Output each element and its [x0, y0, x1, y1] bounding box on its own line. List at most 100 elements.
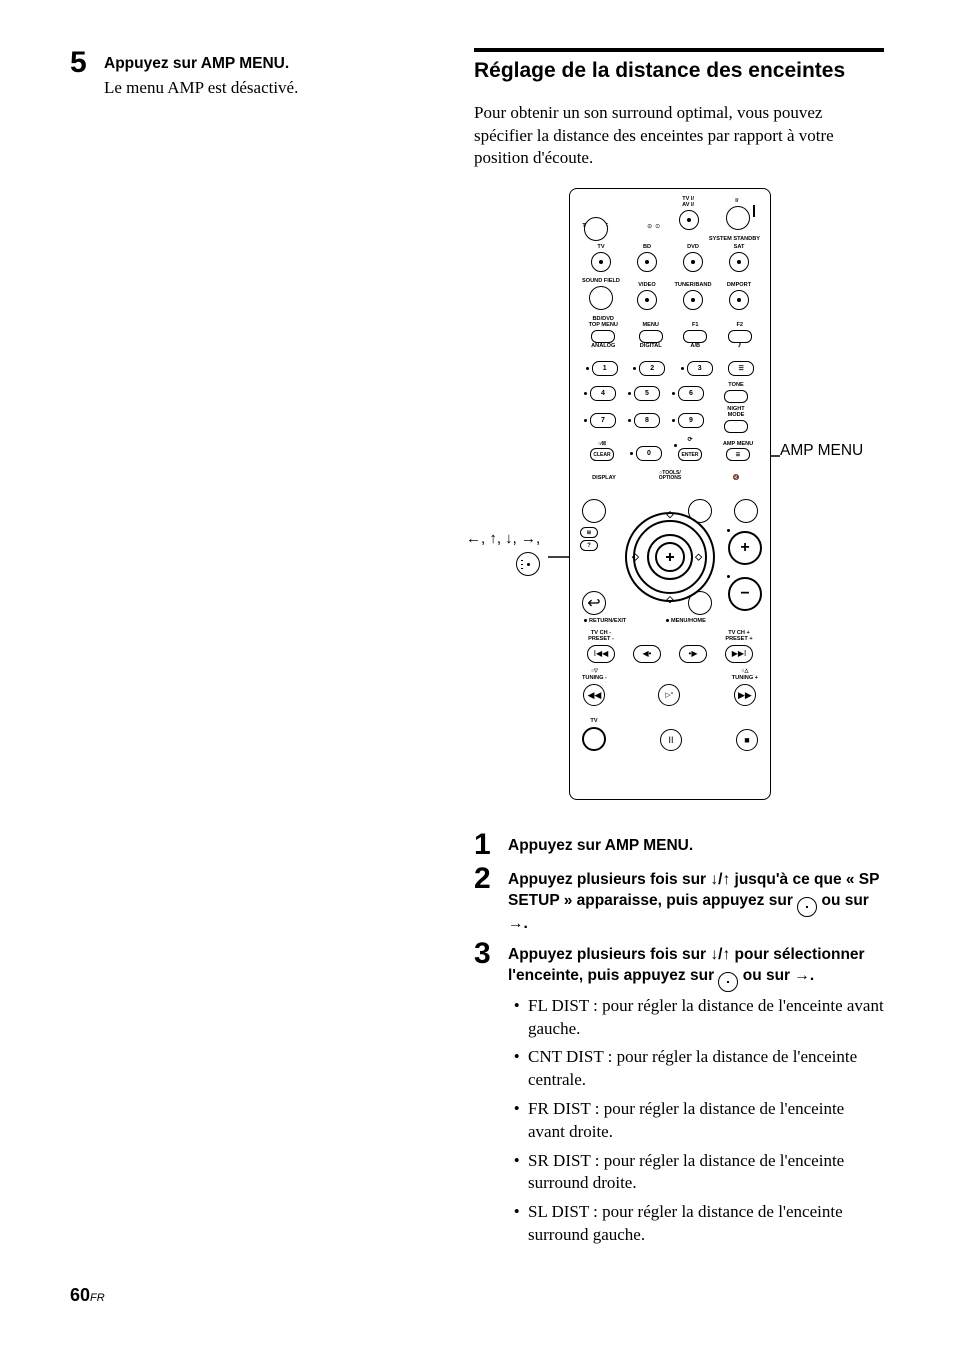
- remote-numrow-4: ○⁄☒CLEAR 0 ⟳ENTER AMP MENU☰: [570, 437, 770, 461]
- button-f2: [728, 330, 752, 343]
- label-tools: TOOLS/ OPTIONS: [659, 470, 682, 481]
- remote-numrow-1: 1 2 3 ☰: [570, 361, 770, 376]
- arrow-up-icon: ◇: [667, 509, 674, 520]
- button-2: 2: [639, 361, 665, 376]
- callout-amp-menu: AMP MENU: [780, 442, 863, 461]
- label-tuner: TUNER/BAND: [675, 283, 712, 289]
- label-tv-av: TV I/ AV I/: [682, 197, 696, 209]
- bullet-fr: FR DIST : pour régler la distance de l'e…: [524, 1098, 884, 1144]
- label-tone: TONE: [728, 383, 743, 389]
- remote-numrow-2: 4 5 6 TONE: [570, 383, 770, 403]
- remote-row-input2: SOUND FIELD VIDEO TUNER/BAND DMPORT: [570, 279, 770, 310]
- button-amp-menu: ☰: [726, 448, 750, 461]
- label-tv-btn: TV: [590, 719, 597, 725]
- remote-numrow-3: 7 8 9 NIGHT MODE: [570, 407, 770, 433]
- button-soundfield: [589, 286, 613, 310]
- step-3-bold: Appuyez plusieurs fois sur ↓/↑ pour séle…: [508, 945, 884, 989]
- step-body: Appuyez sur AMP MENU. Le menu AMP est dé…: [104, 48, 298, 100]
- label-home: MENU/HOME: [671, 618, 706, 624]
- label-audio-icon: ⫽: [739, 344, 742, 350]
- label-digital: DIGITAL: [640, 344, 662, 350]
- label-topmenu: BD/DVD TOP MENU: [589, 317, 618, 329]
- bullet-cnt: CNT DIST : pour régler la distance de l'…: [524, 1046, 884, 1092]
- button-mute: [734, 499, 758, 523]
- enter-icon: [516, 552, 540, 576]
- button-enter-pill: ENTER: [678, 448, 702, 461]
- button-6: 6: [678, 386, 704, 401]
- button-scan-back: ◀•: [633, 645, 661, 663]
- enter-icon: [718, 972, 738, 992]
- remote-row-source: TV BD DVD SAT: [570, 245, 770, 272]
- step-number: 1: [474, 830, 496, 860]
- step-number: 5: [70, 48, 92, 78]
- step-1-bold: Appuyez sur AMP MENU.: [508, 836, 693, 857]
- label-ch-plus: TV CH + PRESET +: [725, 631, 752, 643]
- button-menu: [639, 330, 663, 343]
- section-rule: [474, 48, 884, 52]
- button-1: 1: [592, 361, 618, 376]
- callout-arrows: ←, ↑, ↓, →,: [466, 530, 540, 571]
- step-2: 2 Appuyez plusieurs fois sur ↓/↑ jusqu'à…: [474, 864, 884, 935]
- step-number: 2: [474, 864, 496, 894]
- button-theatre: [584, 217, 608, 241]
- step-number: 3: [474, 939, 496, 969]
- label-display: DISPLAY: [592, 476, 616, 482]
- button-stop: ■: [736, 729, 758, 751]
- bullet-sl: SL DIST : pour régler la distance de l'e…: [524, 1201, 884, 1247]
- left-column: 5 Appuyez sur AMP MENU. Le menu AMP est …: [70, 48, 434, 1257]
- bullet-fl: FL DIST : pour régler la distance de l'e…: [524, 995, 884, 1041]
- label-analog: ANALOG: [591, 344, 615, 350]
- button-vol-down: −: [728, 577, 762, 611]
- button-video: [637, 290, 657, 310]
- button-dmport: [729, 290, 749, 310]
- label-system-standby: SYSTEM STANDBY: [709, 237, 760, 243]
- nav-cluster: ↩ ⊞ ? ◇ ◇ ◇ ◇: [580, 501, 760, 613]
- section-title: Réglage de la distance des enceintes: [474, 58, 884, 85]
- label-return: RETURN/EXIT: [589, 618, 626, 624]
- remote-row-transport: TV II ■: [570, 719, 770, 751]
- arrow-left-icon: ◇: [632, 552, 639, 563]
- button-play: ▷°: [658, 684, 680, 706]
- speaker-bullets: FL DIST : pour régler la distance de l'e…: [508, 995, 884, 1247]
- button-5: 5: [634, 386, 660, 401]
- button-scan-fwd: •▶: [679, 645, 707, 663]
- button-ffwd: ▶▶: [734, 684, 756, 706]
- button-tv: [591, 252, 611, 272]
- button-0: 0: [636, 446, 662, 461]
- remote-row-tuning: ○▽TUNING -◀◀ ▷° ○△TUNING +▶▶: [570, 669, 770, 706]
- remote-illustration: ←, ↑, ↓, →, AMP MENU THEATRE: [474, 188, 884, 818]
- button-9: 9: [678, 413, 704, 428]
- button-topmenu: [591, 330, 615, 343]
- button-guide: ☰: [728, 361, 754, 376]
- button-f1: [683, 330, 707, 343]
- label-dvd: DVD: [687, 245, 699, 251]
- label-bd: BD: [643, 245, 651, 251]
- page-number: 60FR: [70, 1285, 105, 1306]
- label-power: I/: [735, 199, 740, 205]
- button-7: 7: [590, 413, 616, 428]
- button-display: [582, 499, 606, 523]
- button-return: ↩: [582, 591, 606, 615]
- button-4: 4: [590, 386, 616, 401]
- button-pip2: ?: [580, 540, 598, 551]
- remote-row-display: DISPLAY ○TOOLS/ OPTIONS 🔇: [570, 471, 770, 482]
- button-dvd: [683, 252, 703, 272]
- button-bd: [637, 252, 657, 272]
- step-5: 5 Appuyez sur AMP MENU. Le menu AMP est …: [70, 48, 434, 100]
- label-amp-menu: AMP MENU: [723, 442, 753, 448]
- step-2-bold: Appuyez plusieurs fois sur ↓/↑ jusqu'à c…: [508, 870, 884, 935]
- step-3-text-b: ou sur →.: [738, 967, 814, 984]
- label-tuning-minus: TUNING -: [582, 676, 607, 682]
- page-lang: FR: [90, 1292, 105, 1304]
- label-f2: F2: [736, 323, 743, 329]
- step-1: 1 Appuyez sur AMP MENU.: [474, 830, 884, 860]
- label-ch-minus: TV CH - PRESET -: [588, 631, 614, 643]
- button-sat: [729, 252, 749, 272]
- button-tv-select: [582, 727, 606, 751]
- page-number-value: 60: [70, 1285, 90, 1305]
- intro-paragraph: Pour obtenir un son surround optimal, vo…: [474, 102, 884, 170]
- button-tone: [724, 390, 748, 403]
- label-soundfield: SOUND FIELD: [582, 279, 620, 285]
- button-8: 8: [634, 413, 660, 428]
- label-menu: MENU: [643, 323, 659, 329]
